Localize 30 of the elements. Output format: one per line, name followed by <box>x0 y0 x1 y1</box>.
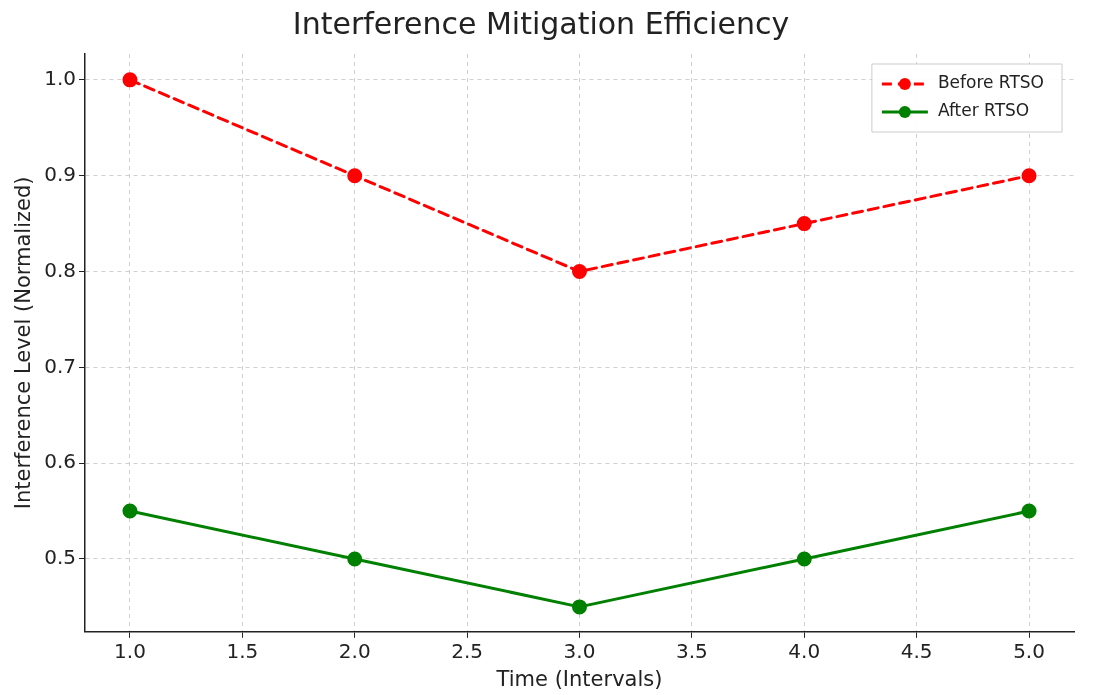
point <box>122 503 138 519</box>
y-tick-label: 0.5 <box>44 545 77 570</box>
x-axis-title: Time (Intervals) <box>495 666 663 691</box>
legend-label: Before RTSO <box>937 72 1045 93</box>
x-tick-label: 3.5 <box>675 639 708 663</box>
y-tick-label: 0.9 <box>44 161 77 186</box>
x-tick-label: 3.0 <box>563 639 596 663</box>
point <box>122 72 138 88</box>
x-tick-label: 4.5 <box>900 639 933 663</box>
x-tick-label: 2.5 <box>451 639 484 663</box>
y-tick-label: 1.0 <box>44 66 77 91</box>
point <box>572 599 587 615</box>
y-tick-label: 0.7 <box>44 353 77 378</box>
x-tick-label: 5.0 <box>1013 639 1045 663</box>
legend-label: After RTSO <box>937 100 1030 121</box>
point <box>1021 503 1037 519</box>
y-axis-title: Interference Level (Normalized) <box>11 176 36 510</box>
point <box>347 551 363 567</box>
x-tick-label: 2.0 <box>338 639 371 663</box>
point <box>572 264 587 280</box>
point <box>347 168 363 184</box>
point <box>796 216 812 232</box>
x-tick-label: 1.5 <box>226 639 259 663</box>
y-tick-label: 0.8 <box>44 257 77 282</box>
x-tick-label: 1.0 <box>114 639 146 663</box>
point <box>796 551 812 567</box>
x-tick-label: 4.0 <box>788 639 821 663</box>
y-tick-label: 0.6 <box>44 449 77 474</box>
point <box>1021 168 1037 184</box>
chart-title: Interference Mitigation Efficiency <box>292 5 790 41</box>
